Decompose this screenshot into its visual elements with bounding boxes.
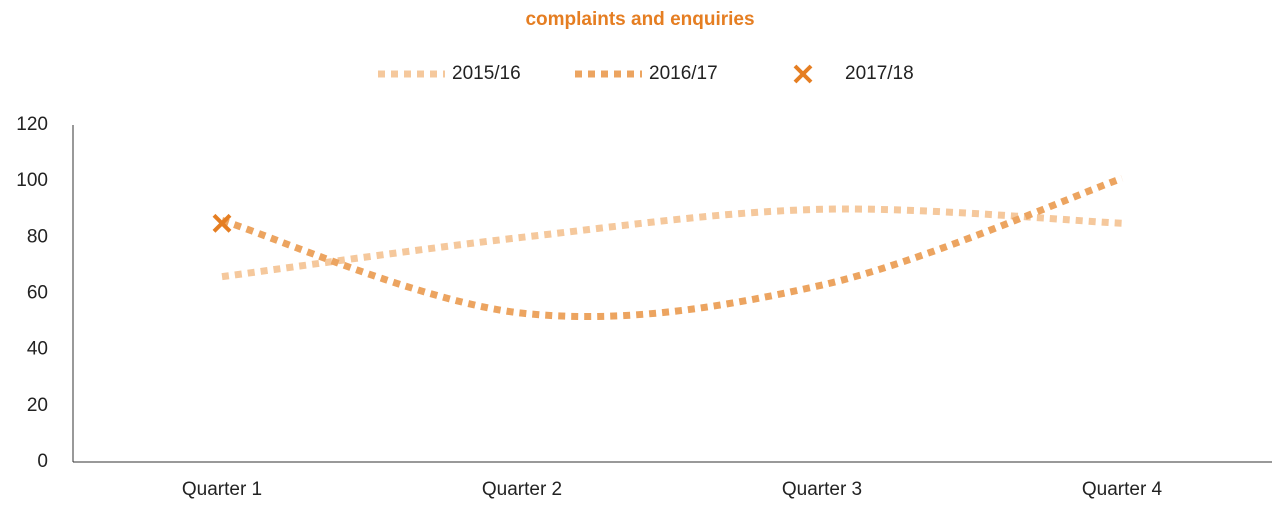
legend-label: 2017/18 bbox=[845, 63, 914, 84]
y-tick-label: 40 bbox=[27, 339, 48, 360]
y-tick-label: 100 bbox=[16, 170, 48, 191]
series-line bbox=[220, 175, 1124, 321]
x-stroke bbox=[793, 64, 813, 84]
x-marker bbox=[793, 64, 813, 84]
legend-label: 2016/17 bbox=[649, 63, 718, 84]
y-tick-label: 120 bbox=[16, 114, 48, 135]
y-tick-label: 80 bbox=[27, 226, 48, 247]
x-tick-label: Quarter 3 bbox=[782, 479, 862, 500]
y-tick-label: 60 bbox=[27, 283, 48, 304]
chart-title: complaints and enquiries bbox=[525, 9, 754, 30]
series-line bbox=[221, 205, 1123, 281]
legend-label: 2015/16 bbox=[452, 63, 521, 84]
x-marker bbox=[212, 213, 232, 233]
y-tick-label: 20 bbox=[27, 395, 48, 416]
y-tick-label: 0 bbox=[37, 451, 48, 472]
x-tick-label: Quarter 4 bbox=[1082, 479, 1163, 500]
x-tick-label: Quarter 2 bbox=[482, 479, 562, 500]
x-tick-label: Quarter 1 bbox=[182, 479, 262, 500]
x-stroke bbox=[212, 213, 232, 233]
